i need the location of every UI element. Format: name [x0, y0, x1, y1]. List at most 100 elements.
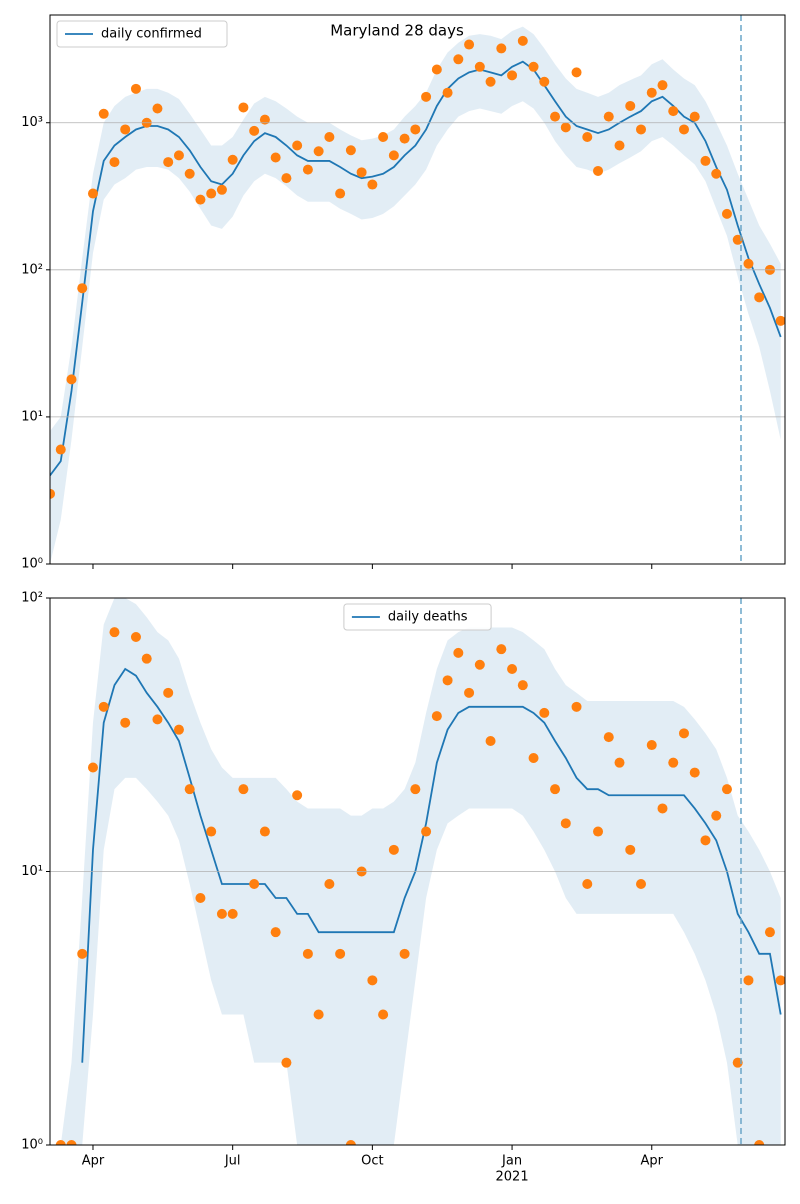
data-point [528, 61, 539, 72]
data-point [571, 701, 582, 712]
data-point [378, 1009, 389, 1020]
legend-label: daily deaths [388, 610, 468, 625]
data-point [754, 292, 765, 303]
data-point [732, 1057, 743, 1068]
data-point [292, 790, 303, 801]
data-point [732, 234, 743, 245]
data-point [399, 133, 410, 144]
data-point [614, 757, 625, 768]
data-point [528, 753, 539, 764]
y-tick-label: 10⁰ [21, 1138, 43, 1153]
data-point [313, 1009, 324, 1020]
data-point [367, 179, 378, 190]
data-point [378, 131, 389, 142]
y-tick-label: 10¹ [21, 409, 43, 424]
data-point [711, 168, 722, 179]
data-point [410, 124, 421, 135]
y-tick-label: 10³ [21, 115, 43, 130]
data-point [292, 140, 303, 151]
data-point [721, 784, 732, 795]
legend-box [56, 20, 228, 48]
data-point [313, 146, 324, 157]
data-point [335, 188, 346, 199]
data-point [431, 711, 442, 722]
data-point [259, 114, 270, 125]
data-point [163, 687, 174, 698]
data-point [431, 64, 442, 75]
data-point [77, 283, 88, 294]
data-point [668, 106, 679, 117]
plot-area [50, 26, 785, 564]
data-point [668, 757, 679, 768]
data-point [593, 826, 604, 837]
x-tick-label: Jul [224, 1154, 241, 1169]
data-point [259, 826, 270, 837]
data-point [66, 1140, 77, 1145]
data-point [700, 835, 711, 846]
data-point [87, 188, 98, 199]
data-point [689, 111, 700, 122]
data-point [238, 784, 249, 795]
data-point [657, 80, 668, 91]
data-point [646, 87, 657, 98]
data-point [550, 784, 561, 795]
data-point [206, 826, 217, 837]
data-point [227, 908, 238, 919]
data-point [55, 444, 66, 455]
data-point [442, 87, 453, 98]
data-point [302, 948, 313, 959]
data-point [345, 145, 356, 156]
data-point [625, 100, 636, 111]
data-point [442, 675, 453, 686]
data-point [550, 111, 561, 122]
data-point [764, 927, 775, 938]
data-point [152, 714, 163, 725]
data-point [152, 103, 163, 114]
data-point [421, 826, 432, 837]
data-point [324, 879, 335, 890]
data-point [216, 184, 227, 195]
data-point [593, 165, 604, 176]
data-point [55, 1140, 66, 1145]
data-point [496, 43, 507, 54]
data-point [646, 740, 657, 751]
data-point [216, 908, 227, 919]
data-point [614, 140, 625, 151]
data-point [539, 76, 550, 87]
data-point [109, 627, 120, 638]
data-point [636, 124, 647, 135]
data-point [678, 124, 689, 135]
data-point [345, 1140, 356, 1145]
data-point [507, 70, 518, 81]
data-point [184, 784, 195, 795]
data-point [474, 659, 485, 670]
data-point [464, 687, 475, 698]
data-point [603, 732, 614, 743]
data-point [517, 680, 528, 691]
data-point [743, 975, 754, 986]
x-tick-label: Oct [361, 1154, 383, 1169]
data-point [324, 131, 335, 142]
data-point [485, 736, 496, 747]
data-point [50, 488, 55, 499]
data-point [775, 975, 785, 986]
chart-title: Maryland 28 days [330, 22, 464, 40]
data-point [388, 844, 399, 855]
data-point [388, 150, 399, 161]
data-point [195, 194, 206, 205]
data-point [249, 879, 260, 890]
data-point [582, 131, 593, 142]
data-point [206, 188, 217, 199]
data-point [399, 948, 410, 959]
data-point [249, 125, 260, 136]
data-point [700, 155, 711, 166]
data-point [281, 1057, 292, 1068]
data-point [141, 653, 152, 664]
data-point [356, 167, 367, 178]
data-point [130, 83, 141, 94]
data-point [453, 647, 464, 658]
data-point [678, 728, 689, 739]
data-point [130, 632, 141, 643]
